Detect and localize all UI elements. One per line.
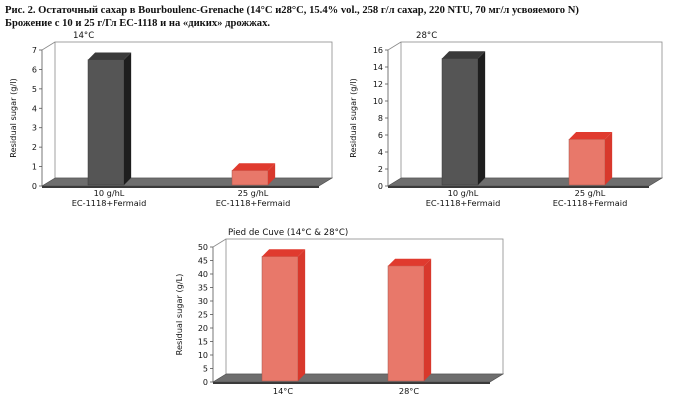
bar-side: [605, 132, 613, 185]
chart-3: 0 5 10 15 20 25 30 35 40 45 50 Pied de Cuve (14°C &…: [174, 228, 505, 396]
bar-top: [232, 163, 276, 171]
bar-front: [231, 170, 269, 186]
chart-title: 28°C: [416, 31, 437, 41]
bar-2: [387, 258, 432, 382]
y-tick-label: 35: [198, 284, 208, 293]
y-tick-label: 45: [198, 257, 208, 266]
bar-top: [262, 249, 306, 257]
y-tick-label: 0: [203, 378, 208, 387]
y-tick-label: 2: [32, 143, 37, 152]
bar-front: [441, 58, 479, 186]
chart-floor-edge: [388, 186, 649, 188]
y-tick-label: 25: [198, 311, 208, 320]
chart-floor: [211, 373, 505, 383]
y-tick-label: 4: [378, 148, 383, 157]
x-category-label: 28°C: [399, 386, 420, 396]
chart-back-wall: [400, 41, 663, 179]
y-axis-label: Residual sugar (g/l): [8, 78, 18, 157]
y-tick-label: 1: [32, 163, 37, 172]
bar-front: [387, 265, 425, 382]
y-tick-label: 6: [378, 131, 383, 140]
bar-top: [442, 51, 486, 59]
bar-front: [261, 256, 299, 382]
y-tick-label: 5: [32, 85, 37, 94]
x-category-sublabel: EC-1118+Fermaid: [426, 198, 501, 208]
y-axis-top-edge: [212, 238, 227, 248]
bar-top: [569, 132, 613, 140]
bar-side: [298, 249, 306, 381]
y-tick-label: 20: [198, 324, 208, 333]
bar-front: [87, 59, 125, 186]
y-tick-label: 12: [373, 80, 383, 89]
x-category-sublabel: EC-1118+Fermaid: [553, 198, 628, 208]
y-axis-label: Residual sugar (g/l): [348, 78, 358, 157]
x-category-label: 25 g/hL: [575, 188, 606, 198]
bar-top: [88, 52, 132, 60]
y-tick-label: 10: [198, 351, 208, 360]
y-tick-label: 4: [32, 104, 37, 113]
bar-1: [261, 249, 306, 382]
caption-line-1: Рис. 2. Остаточный сахар в Bourboulenc-G…: [5, 5, 579, 16]
y-tick-label: 3: [32, 124, 37, 133]
chart-2: 0 2 4 6 8 10 12 14 16 28°C Residual sugar (g/l) 10 …: [348, 31, 664, 208]
chart-title: Pied de Cuve (14°C & 28°C): [228, 228, 348, 238]
bar-side: [268, 163, 276, 185]
bar-1: [87, 52, 132, 186]
y-tick-label: 7: [32, 46, 37, 55]
y-axis-top-edge: [41, 41, 56, 51]
bar-top: [388, 258, 432, 266]
x-category-sublabel: EC-1118+Fermaid: [72, 198, 147, 208]
chart-floor-edge: [42, 186, 319, 188]
y-tick-label: 14: [373, 63, 383, 72]
y-tick-label: 10: [373, 97, 383, 106]
bar-side: [124, 52, 132, 186]
y-tick-label: 50: [198, 243, 208, 252]
y-tick-label: 16: [373, 46, 383, 55]
y-tick-label: 6: [32, 65, 37, 74]
chart-floor-edge: [213, 382, 490, 384]
y-axis-top-edge: [387, 41, 402, 51]
y-tick-label: 30: [198, 297, 208, 306]
y-tick-label: 8: [378, 114, 383, 123]
x-category-sublabel: EC-1118+Fermaid: [216, 198, 291, 208]
bar-side: [478, 51, 486, 185]
bar-side: [424, 258, 432, 381]
y-tick-label: 2: [378, 165, 383, 174]
bar-1: [441, 51, 486, 186]
chart-floor: [386, 177, 664, 187]
y-tick-label: 40: [198, 270, 208, 279]
y-tick-label: 5: [203, 365, 208, 374]
y-tick-label: 15: [198, 338, 208, 347]
chart-floor: [40, 177, 334, 187]
x-category-label: 10 g/hL: [448, 188, 479, 198]
x-category-label: 25 g/hL: [238, 188, 269, 198]
bar-front: [568, 139, 606, 186]
caption-line-2: Брожение с 10 и 25 г/Гл EC-1118 и на «ди…: [5, 18, 271, 29]
y-axis-label: Residual sugar (g/L): [174, 274, 184, 356]
y-tick-label: 0: [32, 182, 37, 191]
figure-caption: Рис. 2. Остаточный сахар в Bourboulenc-G…: [5, 4, 677, 30]
x-category-label: 14°C: [273, 386, 294, 396]
chart-title: 14°C: [73, 31, 94, 41]
bar-2: [231, 163, 276, 186]
y-tick-label: 0: [378, 182, 383, 191]
x-category-label: 10 g/hL: [94, 188, 125, 198]
bar-2: [568, 132, 613, 186]
